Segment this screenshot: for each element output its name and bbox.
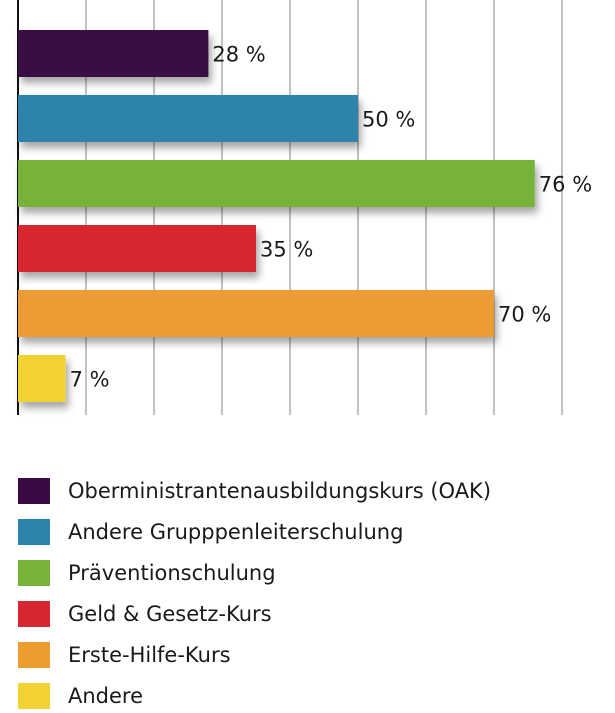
legend-label: Andere Grupppenleiterschulung bbox=[68, 520, 403, 544]
legend-swatch bbox=[18, 642, 50, 668]
value-label: 76 % bbox=[539, 173, 592, 197]
legend-swatch bbox=[18, 683, 50, 709]
value-label: 70 % bbox=[498, 303, 551, 327]
bar bbox=[18, 30, 209, 77]
bar bbox=[18, 355, 66, 402]
bar bbox=[18, 160, 535, 207]
legend-swatch bbox=[18, 519, 50, 545]
legend-swatch bbox=[18, 560, 50, 586]
value-label: 35 % bbox=[260, 238, 313, 262]
value-label: 28 % bbox=[212, 43, 265, 67]
legend-swatch bbox=[18, 601, 50, 627]
value-label: 50 % bbox=[362, 108, 415, 132]
legend-label: Oberministrantenausbildungskurs (OAK) bbox=[68, 479, 491, 503]
value-label: 7 % bbox=[70, 368, 110, 392]
bar bbox=[18, 95, 358, 142]
bar bbox=[18, 290, 494, 337]
bar bbox=[18, 225, 256, 272]
legend-label: Geld & Gesetz-Kurs bbox=[68, 602, 272, 626]
legend-label: Präventionschulung bbox=[68, 561, 276, 585]
legend-label: Erste-Hilfe-Kurs bbox=[68, 643, 231, 667]
legend-label: Andere bbox=[68, 684, 143, 708]
legend-swatch bbox=[18, 478, 50, 504]
